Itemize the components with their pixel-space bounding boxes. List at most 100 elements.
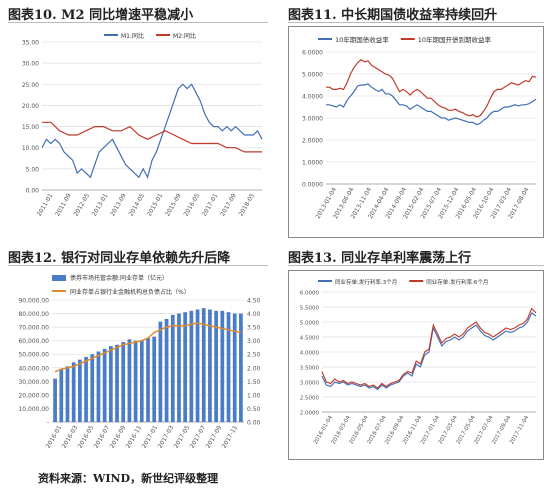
- series-line: [321, 307, 537, 389]
- y-tick-label: 10.00: [22, 145, 39, 152]
- x-tick-label: 2013-09: [109, 192, 128, 217]
- y-tick-label: 2.0000: [302, 138, 323, 145]
- x-tick-label: 2018-05: [238, 192, 257, 217]
- y-tick-label: 5.0000: [300, 321, 320, 327]
- x-tick-label: 2015-09: [164, 192, 183, 217]
- bar: [164, 318, 169, 422]
- title-rule: [288, 22, 544, 23]
- x-tick-label: 2011-01: [36, 192, 55, 217]
- x-tick-label: 2016-05: [183, 192, 202, 217]
- y-tick-label: 40,000.00: [18, 365, 49, 372]
- bar: [121, 342, 126, 422]
- legend-label: 债券市场托管余额:同业存单（亿元）: [70, 274, 168, 282]
- bar: [115, 344, 119, 422]
- y-tick-label: 30.00: [22, 61, 39, 68]
- y-tick-label: 4.5000: [300, 336, 320, 342]
- y-tick-label: 1.0000: [302, 160, 323, 167]
- x-tick-label: 2013-01: [91, 192, 110, 217]
- bar: [108, 346, 113, 422]
- m2-growth-chart-svg: 0.00 5.00 10.00 15.00 20.00 25.00 30.00 35.00 20…: [22, 32, 263, 218]
- source-note: 资料来源：WIND，新世纪评级整理: [38, 472, 219, 485]
- y2-tick-label: 1.00: [247, 392, 261, 399]
- chart-frame: [288, 26, 544, 238]
- bond-yield-chart-svg: 0.0000 1.0000 2.0000 3.0000 4.0000 5.0000 6.00…: [288, 26, 544, 238]
- y-tick-label: 90,000.00: [18, 298, 49, 305]
- x-tick-label: 2017-09: [219, 192, 238, 217]
- y2-tick-label: 0.50: [247, 406, 261, 413]
- bar: [201, 308, 206, 422]
- y2-tick-label: 1.50: [247, 379, 261, 386]
- bar: [220, 310, 225, 422]
- y-tick-label: 5.00: [26, 166, 40, 173]
- bar: [183, 312, 188, 422]
- series-line: [321, 312, 537, 391]
- y-tick-label: 35.00: [22, 40, 39, 47]
- bar: [146, 337, 150, 422]
- legend-label: 10年期国开债到期收益率: [418, 35, 492, 44]
- bar: [96, 351, 101, 422]
- bar: [208, 309, 212, 422]
- y-tick-label: 25.00: [22, 82, 39, 89]
- bar: [71, 362, 76, 422]
- bar: [239, 313, 243, 422]
- bar: [226, 312, 231, 422]
- interbank-cd-balance-chart: - 10,000.00 20,000.00 30,000.00 40,000.00 50,…: [8, 270, 270, 460]
- y-tick-label: 0.0000: [302, 182, 323, 189]
- bar: [232, 313, 237, 422]
- title-rule: [8, 265, 268, 266]
- x-tick-label: 2014-05: [128, 192, 147, 217]
- interbank-cd-rate-chart: 2.0000 2.5000 3.0000 3.5000 4.0000 4.5000 5.00…: [288, 270, 544, 460]
- figure-13-title: 图表13. 同业存单利率震荡上行: [288, 251, 472, 266]
- y-tick-label: 10,000.00: [18, 406, 49, 413]
- y-tick-label: 4.0000: [300, 351, 320, 357]
- bond-yield-chart: 0.0000 1.0000 2.0000 3.0000 4.0000 5.0000 6.00…: [288, 26, 544, 238]
- legend-label: 同业存单:发行利率:3个月: [335, 278, 397, 286]
- bar: [102, 348, 107, 422]
- y2-tick-label: 3.50: [247, 325, 261, 332]
- bar: [189, 310, 194, 422]
- y2-tick-label: 2.50: [247, 352, 261, 359]
- legend-label: M2:同比: [173, 32, 196, 40]
- y2-tick-label: 4.00: [247, 311, 261, 318]
- series-line: [326, 58, 537, 118]
- x-tick-label: 2015-01: [146, 192, 165, 217]
- series-line: [41, 83, 263, 179]
- m2-growth-chart: 0.00 5.00 10.00 15.00 20.00 25.00 30.00 35.00 20…: [8, 26, 270, 238]
- y-tick-label: 30,000.00: [18, 379, 49, 386]
- x-tick-label: 2011-09: [54, 192, 73, 217]
- y-tick-label: 3.0000: [300, 381, 320, 387]
- y-tick-label: 3.5000: [300, 366, 320, 372]
- y-tick-label: 70,000.00: [18, 325, 49, 332]
- y-tick-label: 50,000.00: [18, 352, 49, 359]
- series-line: [326, 83, 537, 126]
- bar: [65, 366, 70, 422]
- figure-10-title: 图表10. M2 同比增速平稳减小: [8, 8, 194, 23]
- y-tick-label: 20,000.00: [18, 392, 49, 399]
- y-tick-label: 6.0000: [302, 50, 323, 57]
- y-tick-label: -: [47, 420, 49, 427]
- series-line: [42, 121, 262, 153]
- y-tick-label: 80,000.00: [18, 311, 49, 318]
- y2-tick-label: 3.00: [247, 338, 261, 345]
- y-tick-label: 2.5000: [300, 396, 320, 402]
- y2-tick-label: 0.00: [247, 420, 261, 427]
- bar: [139, 340, 144, 422]
- y2-tick-label: 4.50: [247, 298, 261, 305]
- y-tick-label: 3.0000: [302, 116, 323, 123]
- y-tick-label: 6.0000: [300, 291, 320, 297]
- bar: [195, 309, 200, 422]
- y2-tick-label: 2.00: [247, 365, 261, 372]
- legend-label: 10年期国债收益率: [335, 35, 389, 44]
- legend-label: 同业存单:发行利率:6个月: [426, 278, 488, 286]
- legend-swatch: [52, 275, 66, 281]
- bar: [78, 359, 82, 422]
- y-tick-label: 15.00: [22, 124, 39, 131]
- figure-12-title: 图表12. 银行对同业存单依赖先升后降: [8, 251, 231, 266]
- y-tick-label: 0.00: [26, 188, 40, 195]
- legend-label: M1:同比: [121, 32, 144, 40]
- bar: [158, 321, 163, 422]
- x-tick-label: 2012-05: [73, 192, 92, 217]
- title-rule: [288, 265, 544, 266]
- y-tick-label: 5.0000: [302, 72, 323, 79]
- bar: [127, 339, 132, 422]
